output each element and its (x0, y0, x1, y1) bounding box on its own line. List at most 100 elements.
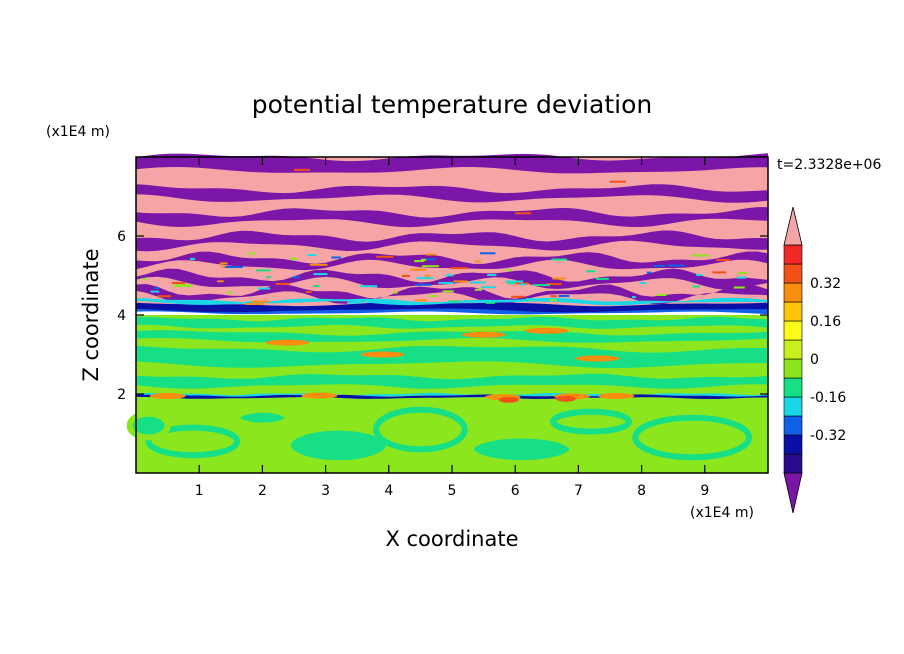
field-speckle (733, 286, 745, 289)
field-hot-spot (555, 395, 576, 402)
field-speckle (550, 295, 557, 298)
field-speckle (292, 276, 300, 279)
colorbar-box (783, 244, 803, 265)
x-tick-label: 3 (321, 483, 330, 499)
colorbar: 0.32 0.16 0 -0.16 -0.32 (783, 206, 846, 514)
field-warm-spot (598, 392, 635, 399)
field-speckle (736, 276, 746, 279)
field-speckle (551, 258, 567, 261)
field-speckle (150, 290, 160, 293)
colorbar-box (783, 434, 803, 455)
x-axis-label: X coordinate (385, 527, 518, 551)
field-speckle (275, 282, 290, 285)
field-speckle (245, 303, 264, 305)
colorbar-box (783, 263, 803, 284)
field-speckle (656, 294, 667, 296)
field-speckle (266, 276, 271, 279)
field-speckle (515, 212, 532, 215)
field-band-purple (136, 184, 768, 203)
field-speckle (646, 271, 652, 274)
colorbar-box (783, 415, 803, 436)
field-speckle (453, 280, 468, 283)
colorbar-box (783, 377, 803, 398)
field-speckle (410, 268, 427, 271)
field-speckle (474, 288, 482, 291)
field-blob (632, 414, 753, 461)
field-speckle (257, 287, 271, 290)
field-blob (373, 406, 468, 453)
field-band-lower-4 (136, 316, 768, 329)
field-band-purple (136, 283, 768, 305)
field-warm-spot (149, 392, 186, 399)
field-speckle (691, 254, 709, 257)
x-tick-label: 9 (700, 483, 709, 499)
x-tick-label: 7 (574, 483, 583, 499)
field-speckle (421, 258, 427, 261)
field-warm-spot (461, 331, 506, 338)
field-band-z2-navy (136, 394, 768, 399)
field-speckle (416, 277, 434, 280)
x-axis: 1 2 3 4 5 6 7 8 9 (195, 157, 709, 499)
field-speckle (393, 291, 398, 294)
field-speckle (505, 280, 523, 283)
field-speckle (173, 285, 192, 288)
colorbar-box (783, 320, 803, 341)
field-speckle (654, 265, 666, 267)
field-speckle (217, 280, 224, 283)
field-band-purple (136, 230, 768, 252)
field-speckle (414, 260, 425, 263)
x-tick-label: 6 (511, 483, 520, 499)
field-speckle (737, 271, 747, 274)
field-speckle (247, 252, 256, 255)
colorbar-box (783, 301, 803, 322)
field-speckle (294, 168, 310, 171)
plot-area: 1 2 3 4 5 6 7 8 9 2 4 6 (117, 153, 769, 499)
field-speckle (596, 277, 609, 280)
x-tick-label: 5 (448, 483, 457, 499)
field-speckle (667, 264, 685, 267)
field-speckle (450, 267, 468, 270)
field-speckle (246, 301, 252, 304)
field-speckle (313, 285, 320, 287)
x-tick-label: 1 (195, 483, 204, 499)
field-speckle (586, 270, 596, 273)
field-speckle (507, 282, 523, 285)
field-band-lower-2 (136, 345, 768, 369)
y-axis: 2 4 6 (117, 229, 768, 403)
colorbar-extend-low (783, 472, 803, 514)
x-tick-label: 2 (258, 483, 267, 499)
field-speckle (221, 265, 226, 268)
field-speckle (610, 180, 626, 183)
field-band-purple (136, 268, 768, 290)
field-speckle (251, 300, 270, 303)
field-speckle (475, 260, 481, 263)
field-speckle (414, 283, 432, 286)
colorbar-box (783, 396, 803, 417)
field-speckle (696, 274, 703, 276)
field-warm-spot (524, 327, 569, 334)
field-band-navy (136, 302, 768, 313)
field-speckle (305, 291, 312, 293)
field-speckle (549, 299, 557, 302)
colorbar-box (783, 282, 803, 303)
field-blob (550, 408, 632, 435)
field-band-purple (136, 251, 768, 271)
field-speckle (487, 274, 497, 276)
field-speckle (438, 281, 453, 284)
field-speckle (479, 252, 496, 255)
field-warm-spot (360, 351, 405, 358)
field-speckle (505, 269, 511, 272)
field-speckle (424, 274, 431, 277)
field-hot-spot (498, 396, 519, 403)
x-unit-label: (x1E4 m) (690, 505, 754, 521)
field-speckle (632, 296, 636, 299)
field-speckle (424, 258, 436, 261)
field-speckle (219, 262, 228, 265)
field-speckle (558, 295, 570, 297)
field-speckle (446, 274, 454, 277)
field-speckle (376, 255, 394, 258)
colorbar-tick-label: -0.32 (810, 428, 846, 444)
time-label: t=2.3328e+06 (777, 157, 881, 173)
field-speckle (469, 281, 486, 284)
